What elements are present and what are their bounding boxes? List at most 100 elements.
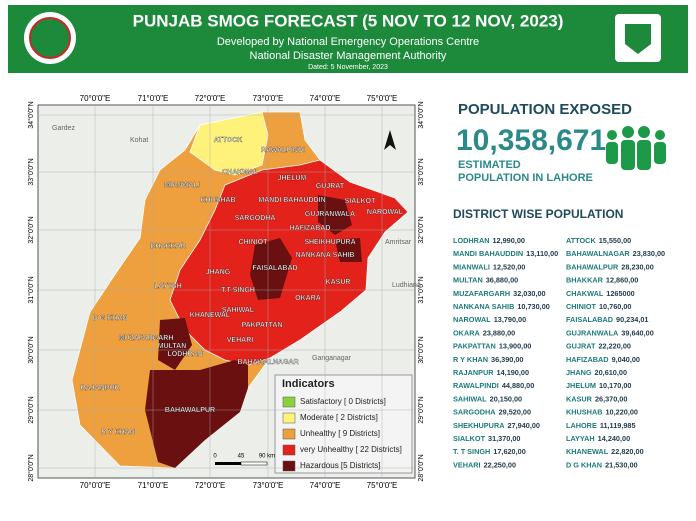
district-row: CHAKWAL 1265000 [566, 289, 635, 298]
district-row: JHANG 20,610,00 [566, 368, 627, 377]
district-row: RAWALPINDI 44,880,00 [453, 381, 534, 390]
district-value: 10,730,00 [517, 302, 549, 311]
district-label: NANKANA SAHIB [296, 252, 355, 259]
district-label: NAROWAL [367, 209, 404, 216]
district-label: FAISALABAD [252, 265, 297, 272]
district-label: LODHRAN [168, 351, 203, 358]
district-row: FAISALABAD 90,234,01 [566, 315, 649, 324]
district-name: MULTAN [453, 276, 483, 285]
district-label: SIALKOT [345, 198, 376, 205]
district-row: VEHARI 22,250,00 [453, 460, 516, 469]
district-row: GUJRANWALA 39,640,00 [566, 328, 654, 337]
district-value: 22,220,00 [598, 342, 630, 351]
lat-label: 34°0'0"N [417, 101, 425, 128]
scale-label: 0 [213, 454, 217, 460]
district-name: GUJRANWALA [566, 328, 619, 337]
district-value: 12,990,00 [492, 236, 524, 245]
district-value: 22,250,00 [484, 460, 516, 469]
subtitle: Developed by National Emergency Operatio… [217, 36, 479, 48]
lat-label: 34°0'0"N [27, 101, 35, 128]
district-label: VEHARI [227, 337, 254, 344]
district-name: LODHRAN [453, 236, 489, 245]
district-value: 31,370,00 [488, 434, 520, 443]
lat-label: 29°0'0"N [27, 396, 35, 423]
district-row: SARGODHA 29,520,00 [453, 408, 531, 417]
district-value: 15,550,00 [599, 236, 631, 245]
district-value: 21,530,00 [605, 460, 637, 469]
district-label: KHUSHAB [201, 197, 236, 204]
district-row: D G KHAN 21,530,00 [566, 460, 638, 469]
lat-label: 33°0'0"N [27, 158, 35, 185]
district-name: MUZAFARGARH [453, 289, 510, 298]
ndma-logo-inner [29, 17, 71, 59]
lon-label: 73°0'0"E [253, 481, 284, 490]
district-name: VEHARI [453, 460, 481, 469]
district-value: 20,610,00 [595, 368, 627, 377]
district-row: T. T SINGH 17,620,00 [453, 447, 526, 456]
lat-label: 32°0'0"N [27, 216, 35, 243]
summary-title: POPULATION EXPOSED [458, 101, 632, 118]
district-label: JHELUM [278, 175, 307, 182]
lat-label: 30°0'0"N [27, 336, 35, 363]
district-value: 32,030,00 [513, 289, 545, 298]
place-label: Kohat [130, 137, 148, 144]
district-row: MUZAFARGARH 32,030,00 [453, 289, 546, 298]
place-label: Ganganagar [312, 355, 352, 362]
lon-label: 72°0'0"E [195, 94, 226, 103]
hazardous-region [335, 238, 362, 262]
district-label: SAHIWAL [222, 307, 255, 314]
district-label: KASUR [326, 279, 351, 286]
scale-label: 45 [238, 454, 245, 460]
district-row: SIALKOT 31,370,00 [453, 434, 521, 443]
district-name: FAISALABAD [566, 315, 613, 324]
district-row: CHINIOT 10,760,00 [566, 302, 631, 311]
district-name: PAKPATTAN [453, 342, 496, 351]
district-name: SIALKOT [453, 434, 486, 443]
district-name: KASUR [566, 394, 593, 403]
district-value: 20,150,00 [490, 394, 522, 403]
district-value: 10,170,00 [599, 381, 631, 390]
district-value: 17,620,00 [493, 447, 525, 456]
lon-label: 73°0'0"E [253, 94, 284, 103]
district-name: OKARA [453, 328, 480, 337]
district-label: R Y KHAN [101, 429, 135, 436]
district-value: 23,830,00 [633, 249, 665, 258]
district-value: 12,520,00 [493, 262, 525, 271]
lon-label: 72°0'0"E [195, 481, 226, 490]
lon-label: 75°0'0"E [367, 94, 398, 103]
lon-label: 74°0'0"E [310, 481, 341, 490]
district-row: BAHAWALPUR 28,230,00 [566, 262, 654, 271]
lat-label: 28°0'0"N [27, 454, 35, 481]
district-row: SAHIWAL 20,150,00 [453, 394, 522, 403]
district-name: MANDI BAHAUDDIN [453, 249, 523, 258]
district-row: R Y KHAN 36,390,00 [453, 355, 523, 364]
legend-swatch [282, 396, 296, 408]
hazardous-region [250, 238, 292, 300]
district-value: 22,820,00 [611, 447, 643, 456]
district-row: JHELUM 10,170,00 [566, 381, 631, 390]
district-label: PAKPATTAN [241, 322, 282, 329]
district-value: 14,190,00 [497, 368, 529, 377]
legend-label: Satisfactory [ 0 Districts] [300, 397, 386, 406]
lon-label: 70°0'0"E [80, 94, 111, 103]
legend-label: very Unhealthy [ 22 Districts] [300, 445, 402, 454]
district-name: KHANEWAL [566, 447, 609, 456]
district-row: GUJRAT 22,220,00 [566, 342, 631, 351]
legend-box [274, 374, 413, 474]
district-name: NAROWAL [453, 315, 491, 324]
moderate-region [189, 111, 269, 176]
hazardous-region [318, 195, 352, 235]
lat-label: 31°0'0"N [417, 276, 425, 303]
district-name: LAHORE [566, 421, 597, 430]
lat-label: 28°0'0"N [417, 454, 425, 481]
hazardous-region [145, 360, 248, 468]
district-row: SHEKHUPURA 27,940,00 [453, 421, 540, 430]
district-value: 26,370,00 [595, 394, 627, 403]
header-band [8, 5, 688, 73]
district-value: 27,940,00 [508, 421, 540, 430]
district-value: 29,520,00 [499, 408, 531, 417]
district-label: RAJANPUR [81, 385, 120, 392]
district-label: MULTAN [158, 343, 187, 350]
district-label: MUZAFARGARH [119, 335, 174, 342]
district-row: LAHORE 11,119,985 [566, 421, 636, 430]
